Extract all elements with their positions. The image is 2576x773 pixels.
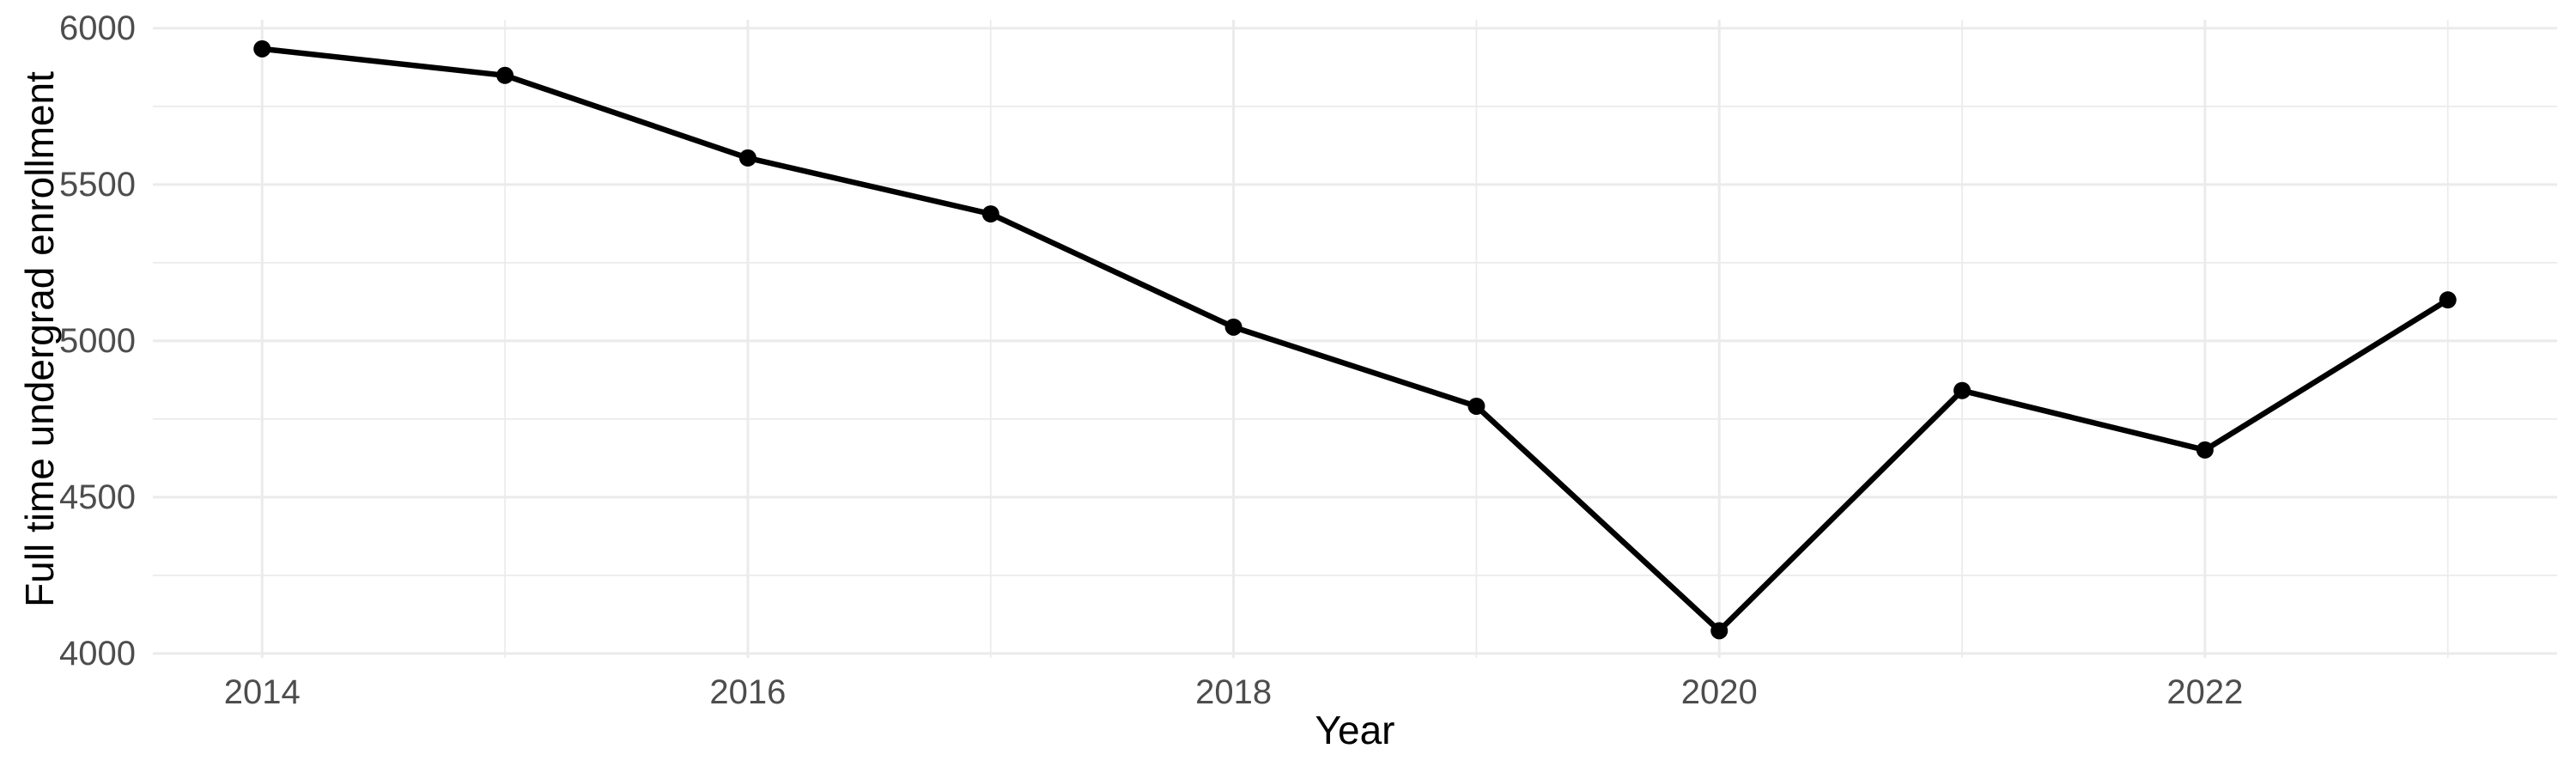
- x-tick-label-2014: 2014: [223, 673, 301, 711]
- data-point-2014: [253, 40, 271, 58]
- y-tick-label-5000: 5000: [59, 321, 136, 360]
- x-axis-title: Year: [1315, 708, 1395, 752]
- data-point-2022: [2196, 441, 2214, 459]
- data-point-2019: [1467, 397, 1485, 415]
- x-tick-label-2020: 2020: [1680, 673, 1758, 711]
- series-line: [261, 46, 2450, 634]
- data-point-2015: [496, 66, 514, 84]
- data-point-2020: [1710, 622, 1728, 640]
- x-tick-label-2018: 2018: [1195, 673, 1273, 711]
- y-tick-label-4500: 4500: [59, 478, 136, 516]
- y-tick-label-5500: 5500: [59, 165, 136, 204]
- gridlines: [153, 20, 2557, 658]
- data-point-2017: [981, 205, 999, 223]
- y-tick-label-6000: 6000: [59, 9, 136, 47]
- y-axis-title: Full time undergrad enrollment: [17, 70, 62, 607]
- x-tick-label-2016: 2016: [709, 673, 787, 711]
- y-tick-label-4000: 4000: [59, 634, 136, 673]
- data-point-2016: [738, 149, 756, 167]
- data-point-2018: [1224, 318, 1242, 336]
- data-points: [253, 40, 2457, 640]
- x-tick-label-2022: 2022: [2166, 673, 2244, 711]
- data-point-2021: [1953, 381, 1971, 399]
- data-point-2023: [2439, 291, 2457, 309]
